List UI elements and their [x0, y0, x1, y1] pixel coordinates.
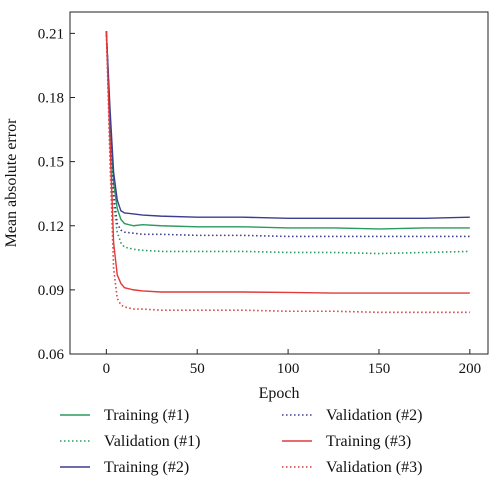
x-axis-title: Epoch [259, 385, 300, 402]
legend-label-6: Validation (#3) [326, 459, 422, 476]
x-tick-label: 200 [459, 361, 482, 377]
series-layer [105, 31, 470, 314]
x-tick-label: 100 [277, 361, 300, 377]
series-line-5 [105, 31, 470, 294]
y-tick-label: 0.15 [38, 155, 64, 171]
legend-label-5: Training (#3) [326, 433, 411, 450]
x-tick-label: 0 [103, 361, 111, 377]
x-tick-label: 150 [368, 361, 391, 377]
y-tick-label: 0.21 [38, 26, 64, 42]
series-line-4 [105, 31, 470, 238]
legend: Training (#1) Validation (#1) Training (#2… [60, 407, 422, 476]
y-tick-label: 0.12 [38, 219, 64, 235]
legend-label-4: Validation (#2) [326, 407, 422, 424]
legend-label-2: Validation (#1) [104, 433, 200, 450]
y-tick-label: 0.09 [38, 283, 64, 299]
y-tick-label: 0.06 [38, 347, 65, 363]
series-line-6 [105, 31, 470, 314]
series-line-1 [105, 31, 470, 230]
ticks-layer: 0 50 100 150 200 0.06 0.09 0.12 0.15 0.18 0.21 [38, 26, 481, 377]
legend-label-1: Training (#1) [104, 407, 189, 424]
y-axis-title: Mean absolute error [3, 118, 20, 248]
plot-frame [69, 11, 489, 355]
series-line-2 [105, 31, 470, 255]
legend-label-3: Training (#2) [104, 459, 189, 476]
series-line-3 [105, 31, 470, 219]
y-tick-label: 0.18 [38, 91, 64, 107]
x-tick-label: 50 [190, 361, 205, 377]
